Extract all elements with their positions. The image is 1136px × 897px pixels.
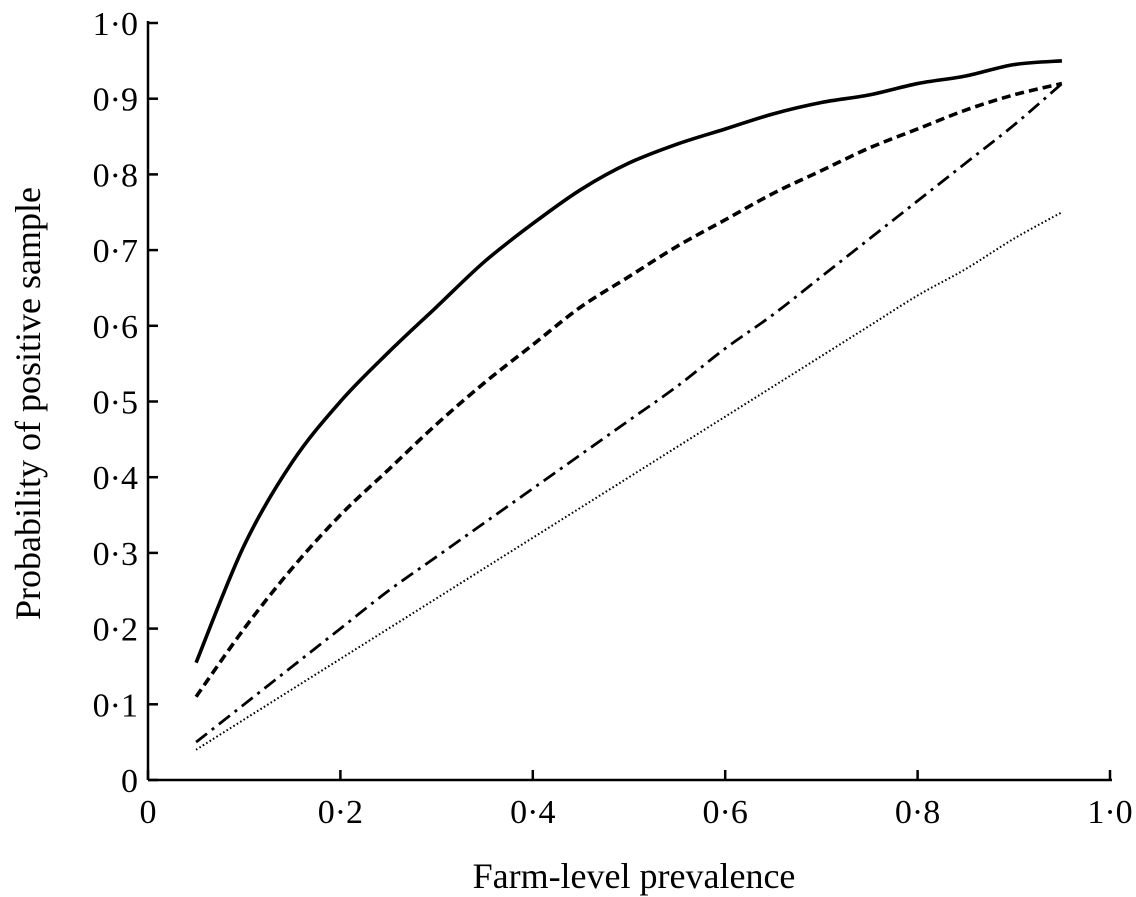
y-tick-label: 0·4 [93, 460, 138, 497]
y-tick-label: 0·8 [93, 157, 138, 194]
x-tick-label: 0·8 [895, 794, 940, 831]
y-tick-label: 0·5 [93, 385, 138, 422]
series-line-solid [194, 59, 1063, 664]
x-tick-label: 1·0 [1087, 794, 1132, 831]
y-tick-label: 0·9 [93, 82, 138, 119]
y-tick-label: 0·1 [93, 687, 138, 724]
y-tick-label: 0·6 [93, 309, 138, 346]
y-tick-label: 0·7 [93, 233, 138, 270]
x-tick-label: 0 [140, 794, 157, 831]
x-tick-label: 0·6 [703, 794, 748, 831]
series-group [194, 59, 1063, 751]
x-tick-label: 0·4 [510, 794, 555, 831]
x-tick-label: 0·2 [318, 794, 363, 831]
y-tick-label: 1·0 [93, 6, 138, 43]
x-axis-title: Farm-level prevalence [473, 856, 796, 896]
y-tick-label: 0·2 [93, 612, 138, 649]
y-tick-label: 0·3 [93, 536, 138, 573]
series-line-dotted [195, 211, 1063, 751]
y-tick-label: 0 [121, 763, 138, 800]
x-axis-ticks: 0 0·2 0·4 0·6 0·8 1·0 [140, 770, 1133, 831]
series-line-dashed [194, 81, 1063, 698]
series-line-dash-dot [195, 82, 1063, 744]
y-axis-title: Probability of positive sample [8, 187, 48, 620]
y-axis-ticks: 0 0·1 0·2 0·3 0·4 0·5 0·6 0·7 0·8 0·9 1·0 [93, 6, 158, 800]
